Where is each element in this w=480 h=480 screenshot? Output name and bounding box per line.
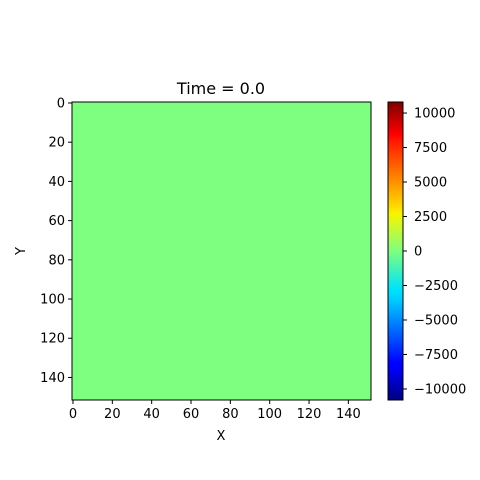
x-tick-label: 80 xyxy=(222,407,239,422)
y-tick-label: 40 xyxy=(48,175,65,190)
y-tick-label: 20 xyxy=(48,136,65,151)
colorbar-tick-label: 2500 xyxy=(414,210,447,225)
y-tick-label: 0 xyxy=(57,96,65,111)
x-tick-label: 140 xyxy=(336,407,361,422)
heatmap-field xyxy=(72,102,371,400)
colorbar-tick-label: −10000 xyxy=(414,382,466,397)
x-tick-label: 40 xyxy=(143,407,160,422)
x-tick-label: 100 xyxy=(257,407,282,422)
y-tick-label: 60 xyxy=(48,214,65,229)
x-axis-label: X xyxy=(217,429,226,444)
colorbar-tick-label: 0 xyxy=(414,245,422,260)
y-tick-label: 140 xyxy=(40,371,65,386)
colorbar-tick-label: 7500 xyxy=(414,141,447,156)
colorbar: 10000 7500 5000 2500 0 −2500 −5000 −7500 −10000 xyxy=(387,101,466,401)
x-tick-label: 120 xyxy=(297,407,322,422)
plot-frame xyxy=(71,101,372,401)
colorbar-ticks: 10000 7500 5000 2500 0 −2500 −5000 −7500 −10000 xyxy=(403,107,466,397)
colorbar-gradient xyxy=(388,102,403,400)
heatmap-plot xyxy=(71,101,372,401)
y-tick-label: 80 xyxy=(48,253,65,268)
colorbar-tick-label: 5000 xyxy=(414,176,447,191)
y-tick-label: 120 xyxy=(40,332,65,347)
colorbar-tick-label: −7500 xyxy=(414,348,458,363)
x-tick-label: 60 xyxy=(183,407,200,422)
colorbar-tick-label: −2500 xyxy=(414,279,458,294)
x-axis: 0 20 40 60 80 100 120 140 xyxy=(69,400,361,422)
y-axis: 0 20 40 60 80 100 120 140 xyxy=(40,96,72,386)
colorbar-tick-label: −5000 xyxy=(414,313,458,328)
x-tick-label: 0 xyxy=(69,407,77,422)
chart-title: Time = 0.0 xyxy=(176,79,265,98)
colorbar-tick-label: 10000 xyxy=(414,107,455,122)
x-tick-label: 20 xyxy=(104,407,121,422)
y-tick-label: 100 xyxy=(40,293,65,308)
y-axis-label: Y xyxy=(14,247,29,256)
